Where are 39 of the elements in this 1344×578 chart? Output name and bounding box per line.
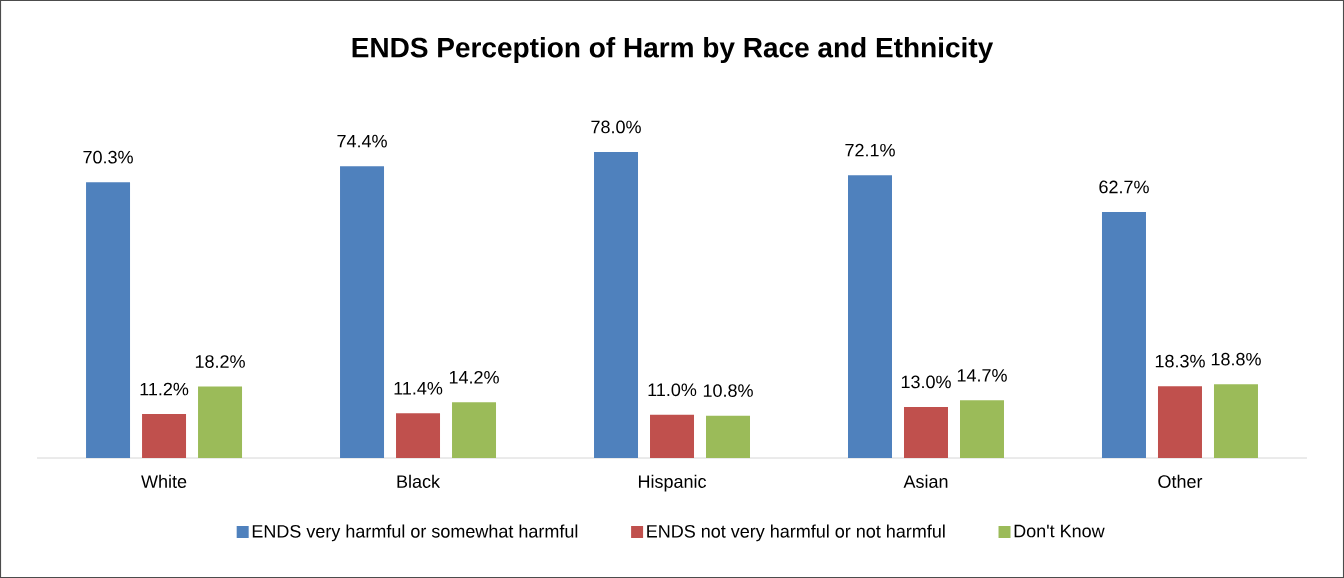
x-tick-label: Asian — [903, 474, 948, 488]
bar — [1157, 386, 1202, 458]
bar — [650, 414, 695, 458]
bar — [142, 414, 187, 458]
data-label: 11.2% — [140, 382, 189, 396]
bar — [452, 402, 497, 458]
legend-label: ENDS not very harmful or not harmful — [647, 524, 945, 542]
bar — [960, 400, 1004, 458]
data-label: 18.8% — [1211, 352, 1261, 366]
x-tick-label: Other — [1158, 474, 1203, 488]
x-tick-label: White — [141, 474, 187, 488]
data-label: 13.0% — [901, 375, 951, 389]
x-tick-label: Hispanic — [638, 474, 707, 492]
data-label: 78.0% — [591, 120, 641, 134]
bar — [396, 413, 441, 458]
bar — [86, 182, 131, 458]
bar — [198, 386, 243, 458]
bar — [706, 415, 751, 458]
data-label: 18.2% — [195, 355, 245, 368]
bar — [1101, 212, 1146, 458]
data-label: 70.3% — [83, 150, 133, 164]
data-label: 11.4% — [394, 381, 443, 395]
data-label: 74.4% — [337, 134, 387, 148]
data-label: 10.8% — [703, 384, 753, 397]
data-label: 11.0% — [648, 383, 697, 397]
bar — [340, 166, 385, 458]
legend-label: Don't Know — [1014, 524, 1105, 538]
data-label: 14.2% — [449, 370, 499, 384]
legend-label: ENDS very harmful or somewhat harmful — [252, 524, 578, 542]
bar — [1213, 384, 1258, 458]
bar — [594, 152, 639, 458]
bar — [904, 407, 948, 458]
data-label: 18.3% — [1155, 354, 1205, 368]
data-label: 72.1% — [845, 143, 895, 157]
bar — [848, 175, 892, 458]
x-tick-label: Black — [397, 474, 441, 488]
data-label: 14.7% — [957, 369, 1007, 382]
data-label: 62.7% — [1099, 180, 1149, 194]
chart-title: ENDS Perception of Harm by Race and Ethnicity — [352, 36, 994, 64]
